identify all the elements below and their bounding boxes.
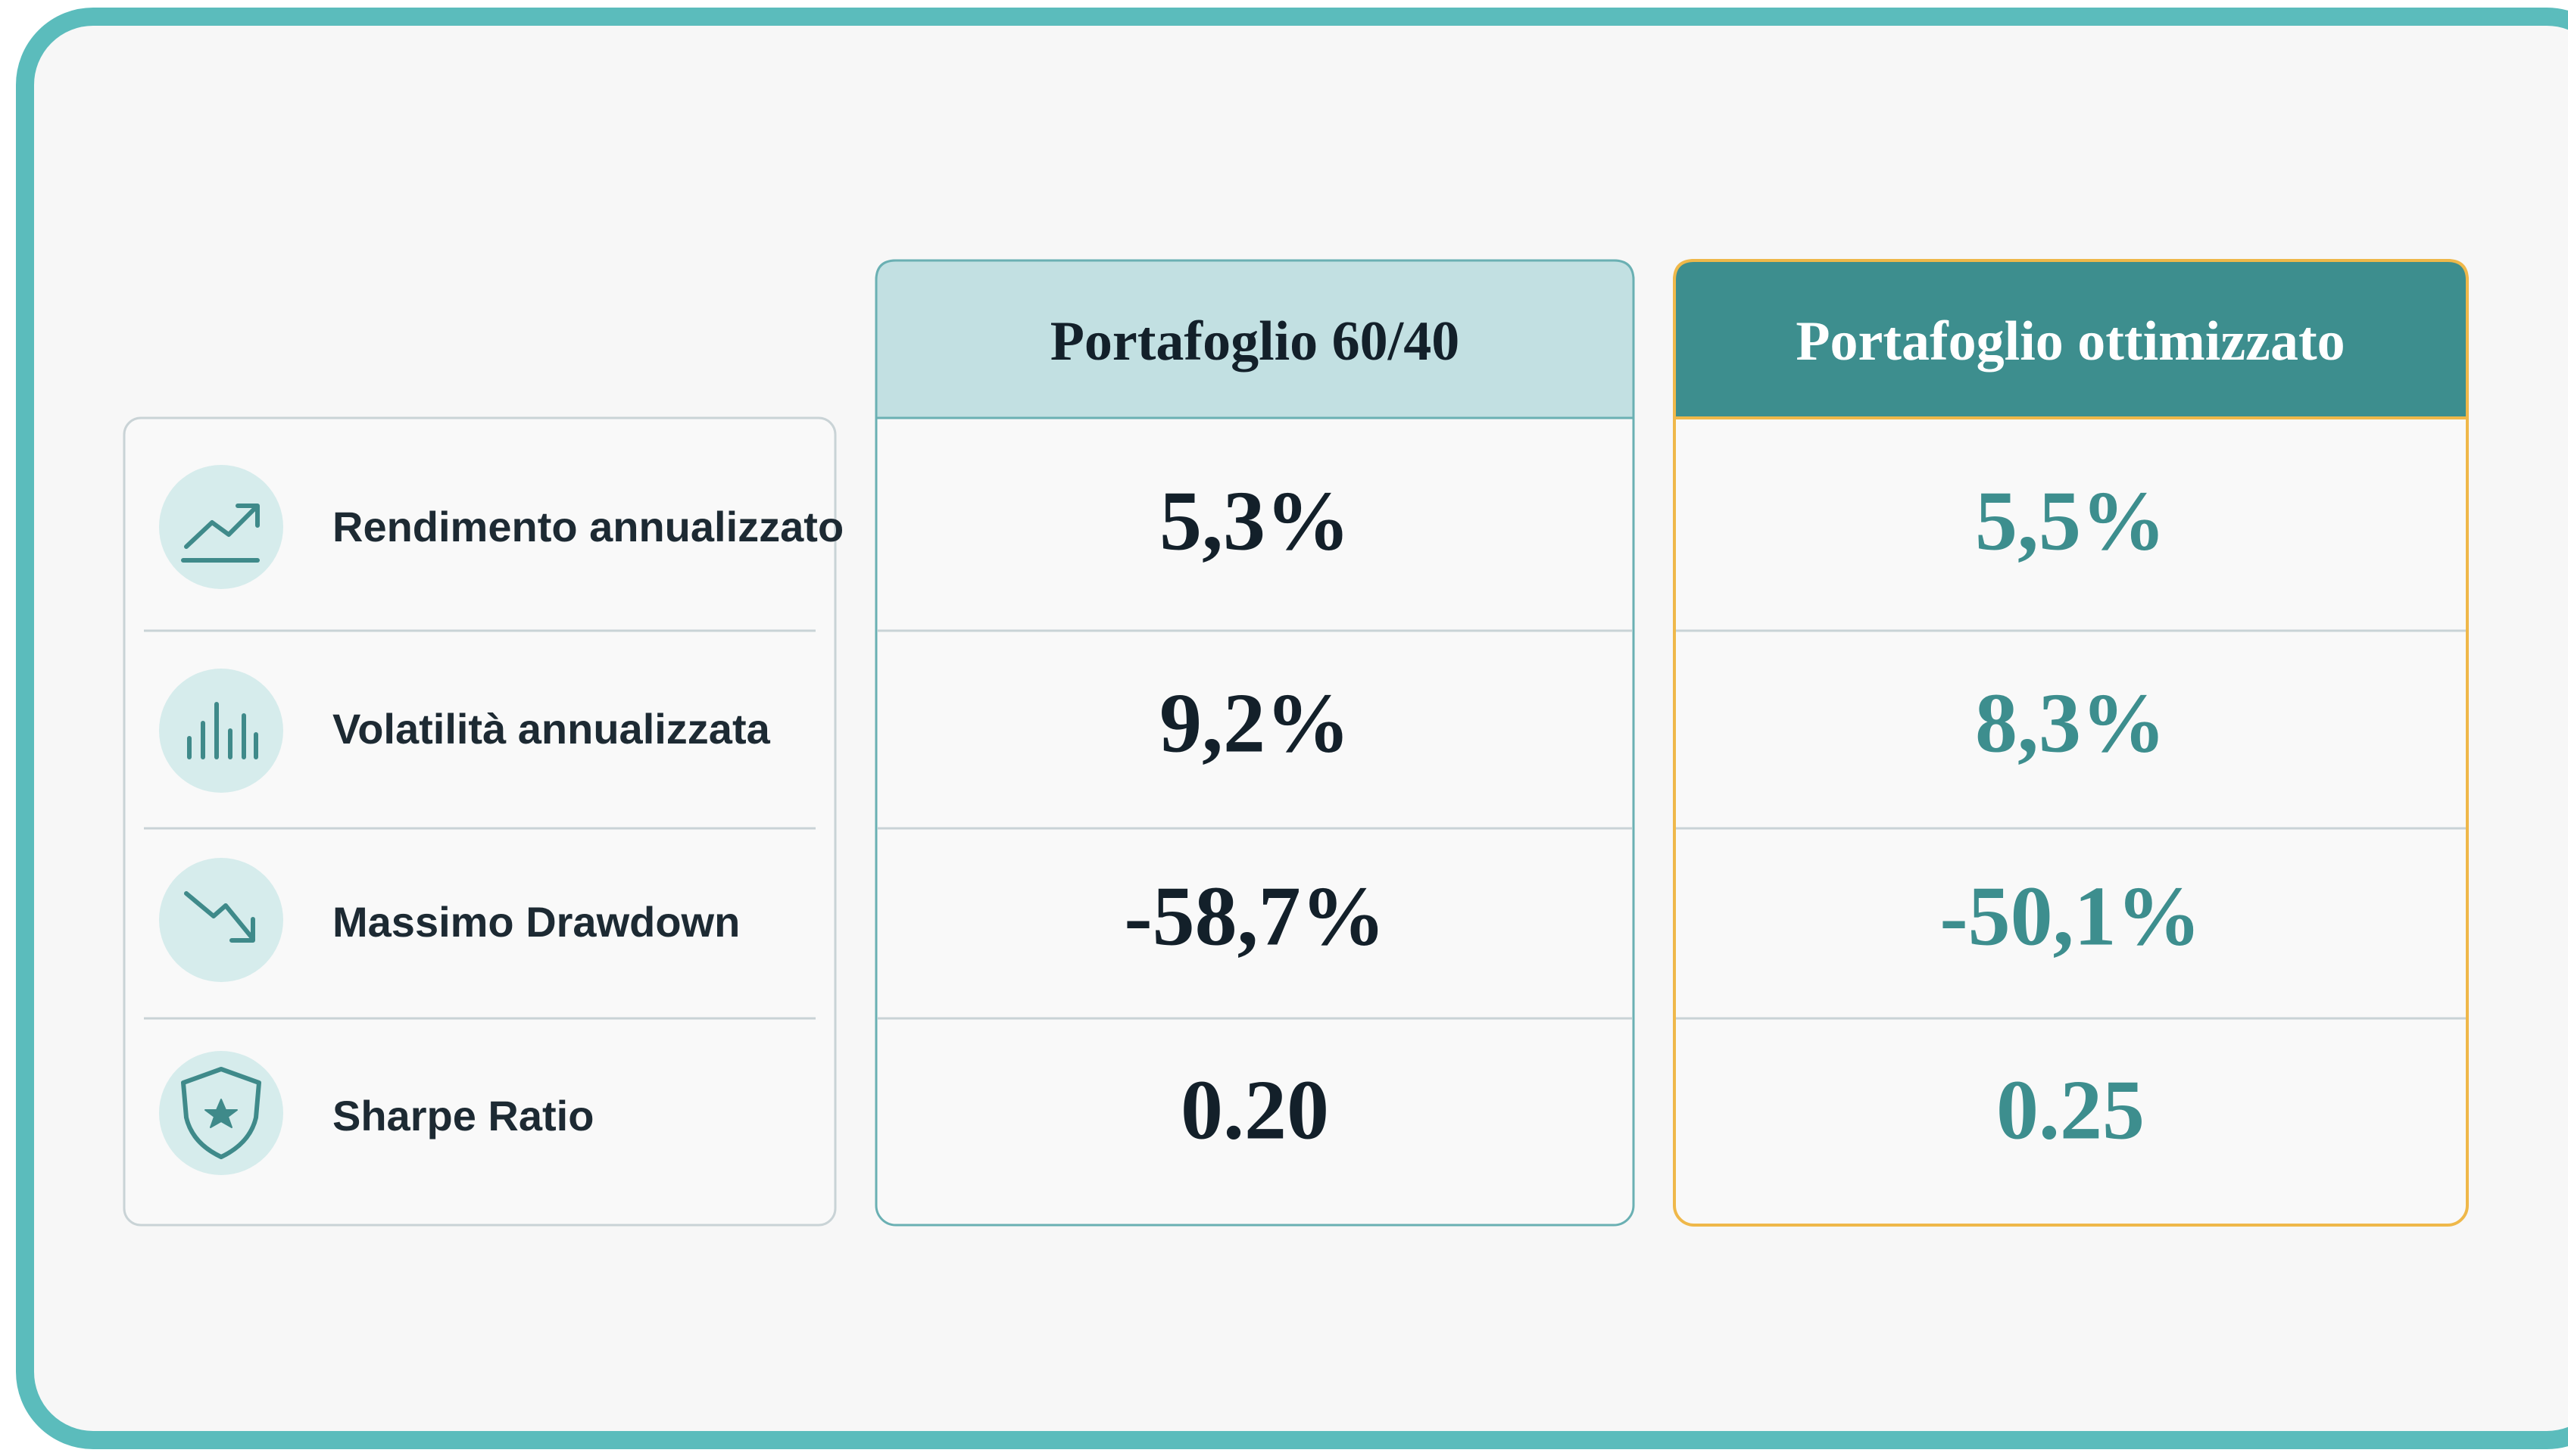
metric-label: Rendimento annualizzato [332, 503, 844, 550]
column-title: Portafoglio ottimizzato [1796, 310, 2345, 373]
metric-value: -58,7% [1124, 870, 1385, 964]
metric-value: 5,3% [1159, 475, 1350, 569]
metric-value: 8,3% [1975, 677, 2166, 771]
column-dividers [878, 629, 2466, 1020]
metric-value: 0.25 [1996, 1064, 2145, 1158]
metric-value: -50,1% [1939, 870, 2201, 964]
metric-value: 0.20 [1181, 1064, 1329, 1158]
metric-label: Volatilità annualizzata [332, 705, 771, 753]
icons [159, 465, 283, 1175]
metric-value: 9,2% [1159, 677, 1350, 771]
metric-value: 5,5% [1975, 475, 2166, 569]
row-dividers [144, 629, 816, 1020]
column-title: Portafoglio 60/40 [1050, 310, 1460, 373]
metrics-card [123, 416, 837, 1227]
metric-label: Massimo Drawdown [332, 898, 740, 946]
column-header [875, 259, 1635, 419]
column-header [1673, 259, 2469, 419]
metric-label: Sharpe Ratio [332, 1092, 594, 1140]
